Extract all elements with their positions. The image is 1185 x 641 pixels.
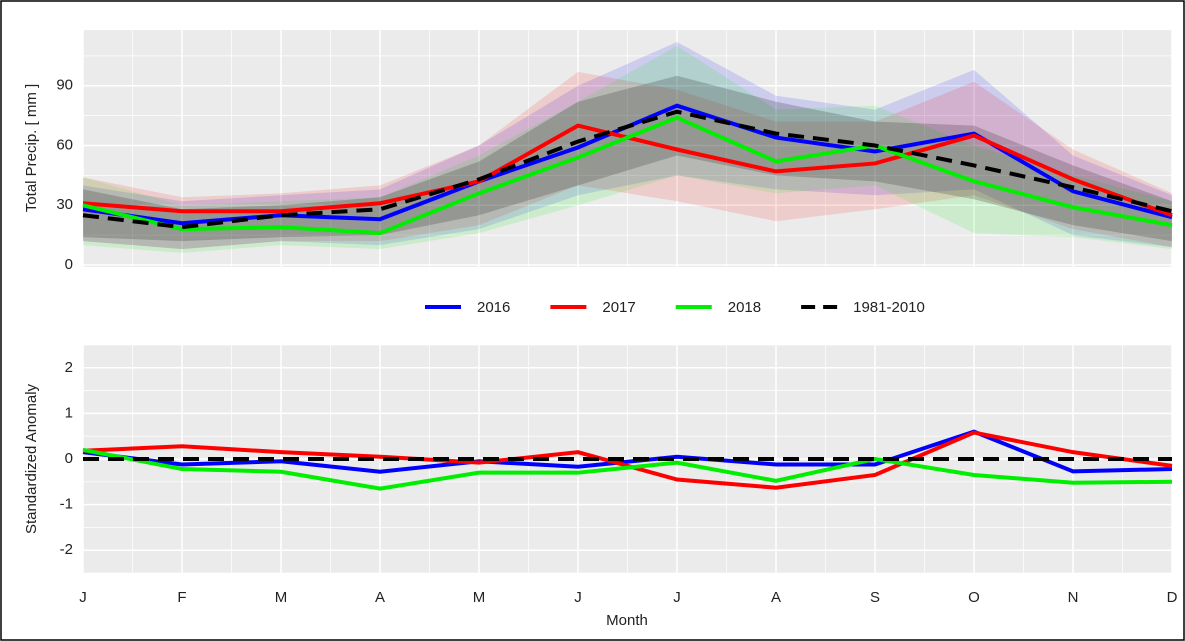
range-band [83, 45, 1172, 254]
x-tick-label: S [870, 589, 880, 606]
legend-label: 1981-2010 [853, 299, 925, 316]
y-tick-label: 0 [65, 450, 73, 467]
x-tick-label: O [968, 589, 980, 606]
x-axis-title: Month [606, 612, 648, 629]
series-line [82, 429, 1173, 474]
y-tick-label: 1 [65, 404, 73, 421]
x-tick-label: A [771, 589, 781, 606]
range-band [83, 41, 1172, 250]
x-tick-label: N [1068, 589, 1079, 606]
range-band [83, 75, 1172, 242]
legend-label: 2017 [602, 299, 635, 316]
x-tick-label: F [177, 589, 186, 606]
y-tick-label: -1 [60, 496, 73, 513]
y-tick-label: 60 [56, 136, 73, 153]
x-tick-label: A [375, 589, 385, 606]
y-axis-title: Total Precip. [ mm ] [23, 84, 40, 212]
y-tick-label: 30 [56, 196, 73, 213]
series-line [82, 115, 1173, 236]
y-tick-label: 2 [65, 359, 73, 376]
series-line [82, 447, 1173, 491]
y-tick-label: 0 [65, 256, 73, 273]
y-axis-title: Standardized Anomaly [23, 383, 40, 534]
x-tick-label: M [473, 589, 486, 606]
x-tick-label: M [275, 589, 288, 606]
series-line [82, 109, 1173, 230]
legend-label: 2018 [728, 299, 761, 316]
y-tick-label: -2 [60, 541, 73, 558]
legend-label: 2016 [477, 299, 510, 316]
y-tick-label: 90 [56, 77, 73, 94]
x-tick-label: D [1167, 589, 1178, 606]
x-tick-label: J [79, 589, 87, 606]
x-tick-label: J [574, 589, 582, 606]
x-tick-label: J [673, 589, 681, 606]
